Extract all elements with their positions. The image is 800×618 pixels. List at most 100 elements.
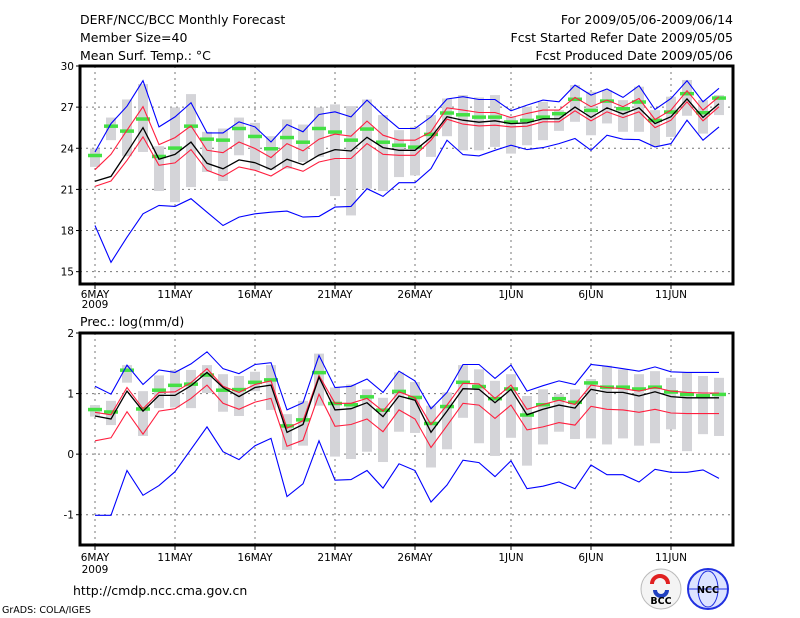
ensemble-range-bar [570,85,580,122]
observation-mark [168,383,182,388]
ensemble-range-bar [618,100,628,132]
ensemble-range-bar [218,374,228,412]
svg-text:NCC: NCC [697,585,719,596]
observation-mark [104,410,118,414]
y-tick-label: 1 [67,389,74,401]
observation-mark [488,115,502,119]
observation-mark [680,392,694,397]
ensemble-range-bar [346,384,356,459]
observation-mark [648,118,662,123]
observation-mark [152,388,166,392]
observation-mark [504,120,518,124]
footer-url[interactable]: http://cmdp.ncc.cma.gov.cn [73,583,247,598]
observation-mark [152,154,166,159]
ensemble-range-bar [122,99,132,157]
ensemble-range-bar [362,389,372,452]
observation-mark [632,387,646,391]
ensemble-range-bar [314,107,324,157]
ensemble-range-bar [202,365,212,393]
bcc-logo: BCC [640,568,682,610]
observation-mark [328,130,342,134]
observation-mark [440,111,454,115]
x-tick-label: 21MAY [317,552,353,564]
observation-mark [280,424,294,428]
ensemble-range-bar [138,391,148,436]
observation-mark [520,118,534,123]
ensemble-range-bar [650,110,660,147]
observation-mark [584,108,598,113]
ensemble-range-bar [186,94,196,188]
ensemble-range-bar [666,377,676,430]
observation-mark [680,91,694,96]
series-line-mean [94,97,720,182]
observation-mark [216,388,230,392]
ensemble-range-bar [506,116,516,154]
grads-credit: GrADS: COLA/IGES [2,605,91,616]
observation-mark [88,153,102,158]
observation-mark [200,137,214,141]
observation-mark [248,380,262,385]
ensemble-range-bar [410,382,420,433]
observation-mark [712,96,726,100]
observation-mark [712,392,726,397]
observation-mark [632,100,646,104]
x-tick-label: 6MAY [81,552,110,564]
series-line-max [94,351,719,411]
x-tick-label: 6JUN [578,552,603,564]
ensemble-range-bar [378,115,388,192]
observation-mark [312,370,326,375]
ensemble-range-bar [442,392,452,450]
ensemble-range-bar [474,97,484,151]
y-tick-label: 21 [61,184,74,196]
observation-mark [200,373,214,377]
observation-mark [312,126,326,131]
observation-mark [232,387,246,392]
x-tick-year: 2009 [82,564,109,576]
observation-mark [408,145,422,149]
observation-mark [104,124,118,128]
observation-mark [136,117,150,121]
ensemble-range-bar [554,394,564,432]
observation-mark [344,138,358,142]
x-tick-label: 11MAY [157,289,193,301]
ensemble-range-bar [474,369,484,444]
observation-mark [456,113,470,117]
ensemble-range-bar [218,128,228,182]
ensemble-range-bar [714,95,724,116]
ensemble-range-bar [378,397,388,463]
ensemble-range-bar [650,371,660,444]
ensemble-range-bar [522,395,532,466]
series-line-min [94,119,720,264]
ensemble-range-bar [154,146,164,192]
produced-date: Fcst Produced Date 2009/05/06 [535,48,733,63]
ensemble-range-bar [394,372,404,432]
ensemble-range-bar [602,90,612,124]
ensemble-range-bar [458,365,468,418]
ncc-logo: NCC [687,568,729,610]
ensemble-range-bar [554,110,564,131]
x-tick-label: 6JUN [578,289,603,301]
ensemble-range-bar [618,369,628,439]
observation-mark [696,393,710,398]
observation-mark [168,146,182,150]
series-line-upper [94,367,719,429]
series-line-max [94,79,720,153]
ensemble-range-bar [202,131,212,172]
observation-mark [360,395,374,399]
observation-mark [232,126,246,131]
x-tick-label: 11JUN [655,289,687,301]
ensemble-range-bar [314,353,324,406]
y-tick-label: 18 [61,226,74,238]
x-tick-year: 2009 [82,299,109,311]
series-line-min [95,425,720,516]
x-tick-label: 1JUN [498,552,523,564]
observation-mark [472,384,486,389]
x-tick-label: 16MAY [237,289,273,301]
observation-mark [216,138,230,142]
observation-mark [552,396,566,401]
observation-mark [264,378,278,382]
ensemble-range-bar [90,148,100,167]
x-tick-label: 16MAY [237,552,273,564]
